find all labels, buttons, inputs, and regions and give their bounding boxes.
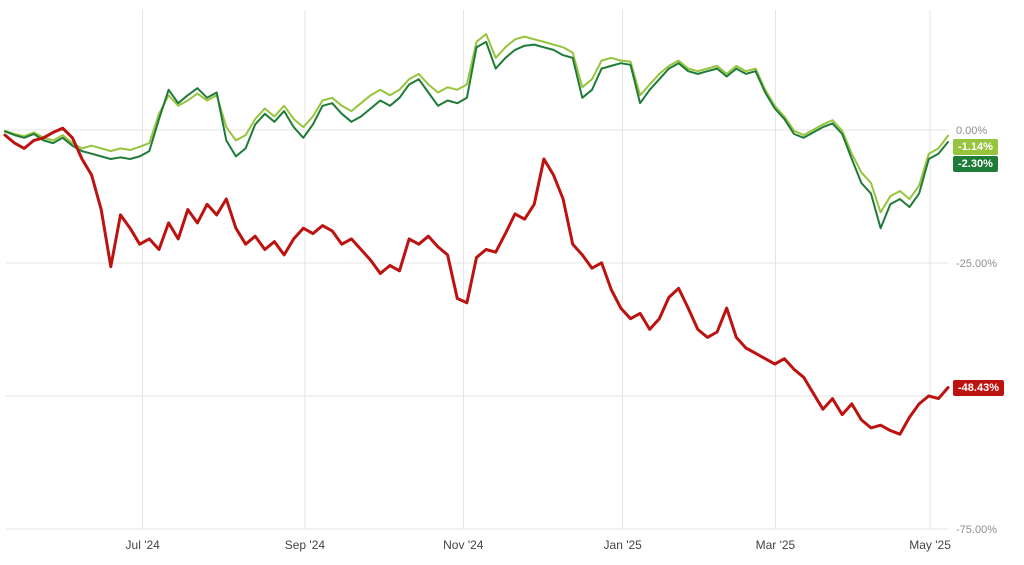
x-axis-label: Jul '24 (126, 538, 161, 552)
series-line-dark-green (4, 40, 949, 230)
x-axis-label: Sep '24 (285, 538, 326, 552)
x-axis-label: May '25 (909, 538, 951, 552)
series-line-red (3, 126, 950, 436)
series-end-badge-dark-green: -2.30% (953, 156, 998, 172)
series-end-badge-red: -48.43% (953, 380, 1004, 396)
x-axis-label: Nov '24 (443, 538, 484, 552)
y-axis-label: -25.00% (956, 258, 997, 270)
y-axis-label: -75.00% (956, 524, 997, 536)
y-axis-label: 0.00% (956, 125, 987, 137)
x-axis-label: Mar '25 (756, 538, 796, 552)
series-line-light-green (4, 33, 949, 214)
x-axis-label: Jan '25 (604, 538, 643, 552)
series-end-badge-light-green: -1.14% (953, 139, 998, 155)
